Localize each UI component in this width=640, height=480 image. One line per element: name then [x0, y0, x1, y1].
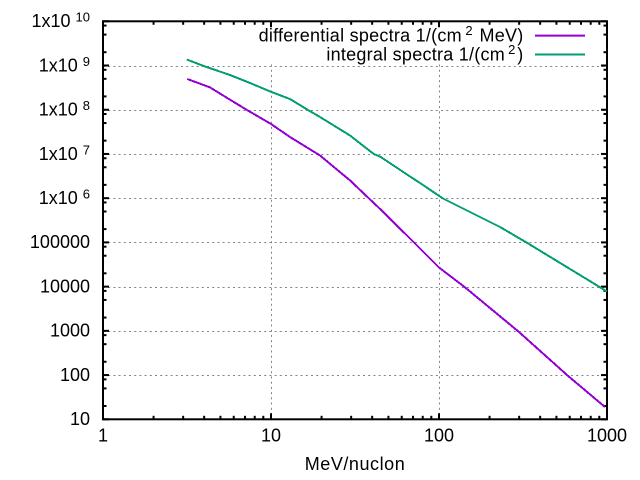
svg-text:integral spectra 1/(cm2): integral spectra 1/(cm 2) — [326, 42, 523, 64]
svg-text:100: 100 — [60, 365, 90, 385]
svg-text:MeV/nuclon: MeV/nuclon — [305, 454, 406, 474]
svg-text:10: 10 — [70, 409, 90, 429]
svg-text:100000: 100000 — [30, 232, 90, 252]
svg-text:10: 10 — [261, 426, 281, 446]
svg-text:100: 100 — [424, 426, 454, 446]
svg-text:1000: 1000 — [587, 426, 627, 446]
svg-text:1000: 1000 — [50, 321, 90, 341]
svg-text:differential spectra 1/(cm2 Me: differential spectra 1/(cm 2 MeV) — [259, 23, 524, 45]
svg-text:10000: 10000 — [40, 276, 90, 296]
svg-text:1: 1 — [98, 426, 108, 446]
